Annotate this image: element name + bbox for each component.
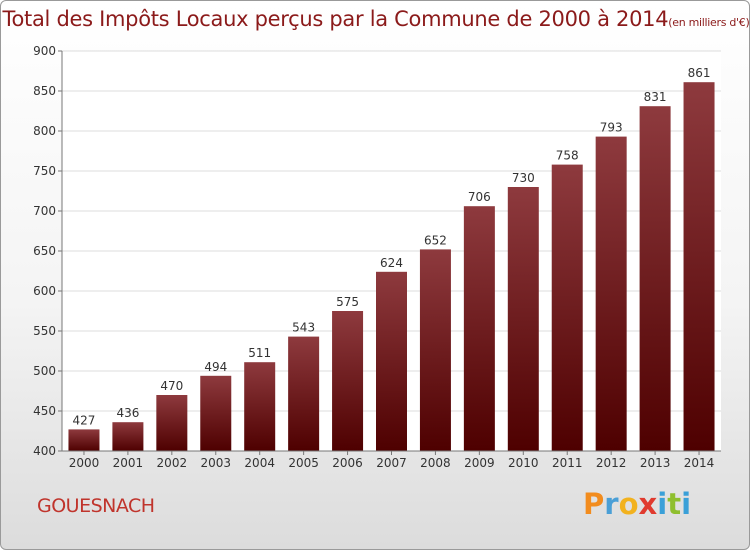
logo-letter: P	[583, 487, 605, 521]
data-label-2002: 470	[160, 379, 183, 393]
x-tick-label-2014: 2014	[684, 456, 715, 470]
x-tick-label-2013: 2013	[640, 456, 671, 470]
x-tick-label-2009: 2009	[464, 456, 495, 470]
bar-2013	[639, 106, 671, 451]
bar-2003	[200, 375, 232, 451]
y-tick-label: 750	[33, 164, 56, 178]
y-tick-label: 650	[33, 244, 56, 258]
logo-letter: x	[638, 487, 658, 521]
y-tick-label: 850	[33, 84, 56, 98]
bar-2000	[68, 429, 100, 451]
data-label-2009: 706	[468, 190, 491, 204]
x-tick-label-2004: 2004	[244, 456, 275, 470]
chart-title-text: Total des Impôts Locaux perçus par la Co…	[2, 7, 669, 31]
y-tick-label: 900	[33, 44, 56, 58]
chart-title: Total des Impôts Locaux perçus par la Co…	[1, 7, 750, 31]
logo-letter: i	[681, 487, 692, 521]
data-label-2000: 427	[73, 413, 96, 427]
x-tick-label-2005: 2005	[288, 456, 319, 470]
x-tick-label-2012: 2012	[596, 456, 627, 470]
data-label-2008: 652	[424, 233, 447, 247]
y-tick-label: 450	[33, 404, 56, 418]
bar-2008	[419, 249, 451, 451]
data-label-2007: 624	[380, 256, 403, 270]
x-tick-label-2010: 2010	[508, 456, 539, 470]
logo-letter: r	[604, 487, 619, 521]
data-label-2012: 793	[600, 121, 623, 135]
y-tick-label: 700	[33, 204, 56, 218]
data-label-2003: 494	[204, 360, 227, 374]
commune-name: GOUESNACH	[37, 495, 155, 517]
x-tick-label-2006: 2006	[332, 456, 363, 470]
y-tick-label: 800	[33, 124, 56, 138]
x-tick-label-2003: 2003	[200, 456, 231, 470]
bar-2012	[595, 136, 627, 451]
data-label-2005: 543	[292, 321, 315, 335]
y-tick-label: 400	[33, 444, 56, 458]
data-label-2013: 831	[644, 90, 667, 104]
bar-2004	[244, 362, 276, 451]
proxiti-logo: Proxiti	[583, 487, 691, 521]
data-label-2010: 730	[512, 171, 535, 185]
data-label-2004: 511	[248, 346, 271, 360]
x-tick-label-2000: 2000	[69, 456, 100, 470]
bar-2007	[376, 271, 407, 451]
logo-letter: o	[618, 487, 639, 521]
data-label-2011: 758	[556, 149, 579, 163]
x-tick-label-2011: 2011	[552, 456, 583, 470]
bar-2002	[156, 395, 188, 451]
x-tick-label-2007: 2007	[376, 456, 407, 470]
data-label-2001: 436	[116, 406, 139, 420]
bar-2011	[551, 164, 583, 451]
x-tick-label-2008: 2008	[420, 456, 451, 470]
bar-2001	[112, 422, 144, 451]
y-tick-label: 550	[33, 324, 56, 338]
bar-2009	[463, 206, 495, 451]
y-tick-label: 600	[33, 284, 56, 298]
chart-title-unit: (en milliers d'€)	[668, 16, 750, 29]
y-tick-label: 500	[33, 364, 56, 378]
bar-2010	[507, 187, 539, 451]
x-tick-label-2002: 2002	[157, 456, 188, 470]
logo-letter: i	[657, 487, 668, 521]
bar-2006	[332, 311, 364, 451]
logo-letter: t	[667, 487, 682, 521]
bar-2014	[683, 82, 715, 451]
data-label-2006: 575	[336, 295, 359, 309]
data-label-2014: 861	[688, 66, 711, 80]
x-tick-label-2001: 2001	[113, 456, 144, 470]
bar-2005	[288, 336, 320, 451]
